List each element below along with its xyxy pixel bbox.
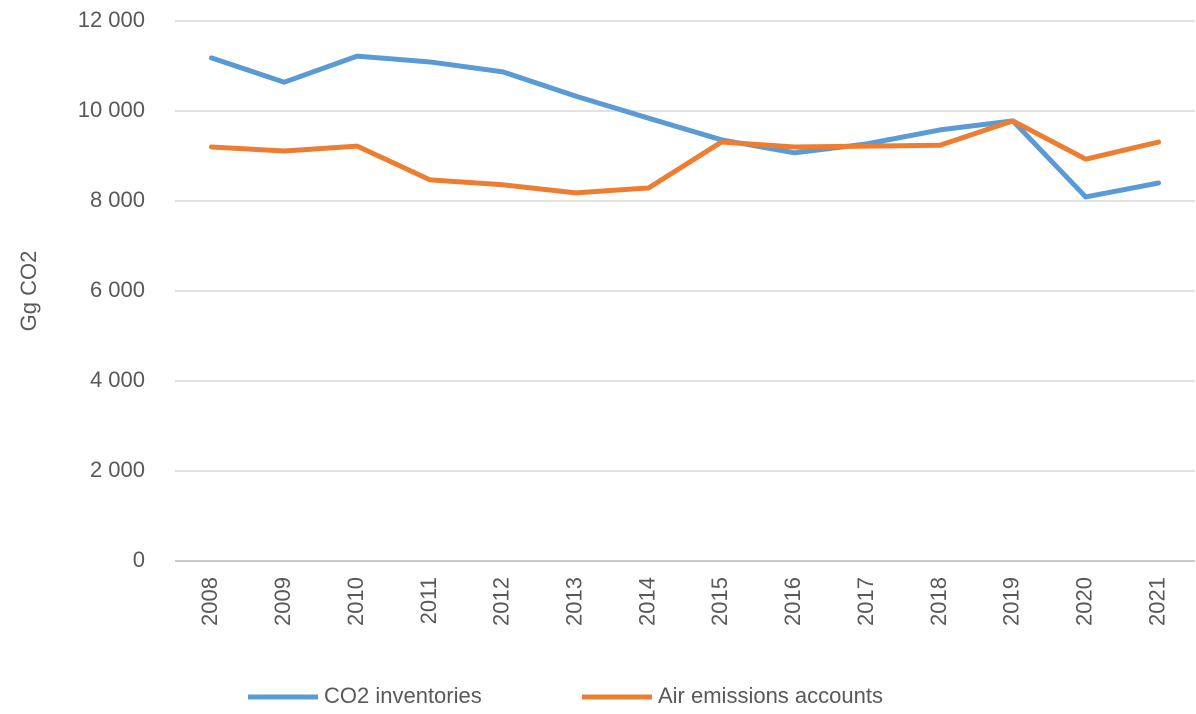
y-tick-label: 8 000 <box>90 187 145 212</box>
y-tick-label: 12 000 <box>78 7 145 32</box>
x-tick-label: 2009 <box>270 577 295 626</box>
y-tick-label: 2 000 <box>90 457 145 482</box>
x-tick-label: 2018 <box>926 577 951 626</box>
x-tick-label: 2011 <box>416 577 441 624</box>
x-tick-label: 2014 <box>634 577 659 626</box>
legend-label: Air emissions accounts <box>658 683 883 708</box>
x-tick-label: 2015 <box>707 577 732 626</box>
x-tick-label: 2017 <box>853 577 878 626</box>
x-tick-label: 2008 <box>197 577 222 626</box>
y-axis-label: Gg CO2 <box>16 251 41 332</box>
x-tick-label: 2016 <box>780 577 805 626</box>
y-tick-label: 6 000 <box>90 277 145 302</box>
y-tick-label: 0 <box>133 547 145 572</box>
x-tick-label: 2019 <box>999 577 1024 626</box>
y-tick-label: 4 000 <box>90 367 145 392</box>
x-tick-label: 2013 <box>562 577 587 626</box>
line-series <box>208 118 1162 196</box>
line-series <box>208 53 1162 200</box>
x-tick-label: 2021 <box>1144 577 1169 626</box>
y-tick-label: 10 000 <box>78 97 145 122</box>
legend-label: CO2 inventories <box>324 683 482 708</box>
x-tick-label: 2020 <box>1072 577 1097 626</box>
x-tick-label: 2010 <box>343 577 368 626</box>
x-tick-label: 2012 <box>489 577 514 626</box>
